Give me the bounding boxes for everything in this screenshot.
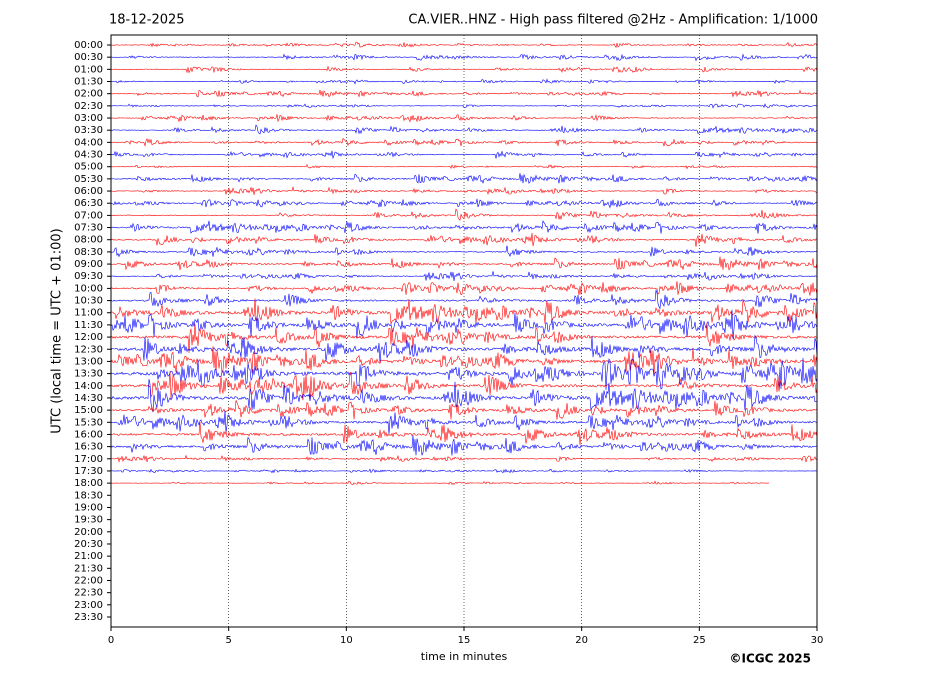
- y-tick-label: 11:00: [74, 308, 103, 319]
- y-tick-label: 08:00: [74, 235, 103, 246]
- y-tick-label: 19:00: [74, 502, 103, 513]
- y-tick-label: 12:30: [74, 344, 103, 355]
- trace: [110, 400, 818, 420]
- trace: [110, 435, 818, 456]
- trace: [110, 480, 770, 486]
- trace: [110, 232, 818, 247]
- trace: [110, 322, 818, 353]
- trace: [110, 89, 818, 98]
- y-tick-label: 03:00: [74, 113, 103, 124]
- trace: [110, 357, 818, 391]
- y-tick-label: 15:00: [74, 405, 103, 416]
- y-tick-label: 13:00: [74, 356, 103, 367]
- y-tick-label: 11:30: [74, 320, 103, 331]
- plot-frame: [110, 34, 818, 628]
- trace: [110, 410, 818, 435]
- trace: [110, 371, 818, 401]
- y-axis-label: UTC (local time = UTC + 01:00): [50, 228, 65, 433]
- y-tick-label: 22:30: [74, 588, 103, 599]
- x-tick-label: 10: [340, 635, 353, 646]
- y-tick-label: 08:30: [74, 247, 103, 258]
- trace: [110, 53, 818, 62]
- trace: [110, 208, 818, 221]
- y-tick-label: 06:30: [74, 198, 103, 209]
- y-tick-label: 19:30: [74, 515, 103, 526]
- trace: [110, 150, 818, 160]
- y-tick-label: 03:30: [74, 125, 103, 136]
- y-tick-label: 04:00: [74, 137, 103, 148]
- trace: [110, 41, 818, 49]
- y-tick-label: 17:00: [74, 454, 103, 465]
- trace: [110, 334, 818, 363]
- trace: [110, 281, 818, 296]
- x-tick-label: 0: [108, 635, 114, 646]
- x-tick-label: 25: [693, 635, 706, 646]
- y-tick-label: 14:00: [74, 381, 103, 392]
- y-tick-label: 16:00: [74, 429, 103, 440]
- y-tick-label: 01:30: [74, 77, 103, 88]
- trace: [110, 309, 818, 340]
- x-tick-label: 20: [575, 635, 588, 646]
- trace: [110, 271, 818, 282]
- trace: [110, 454, 818, 463]
- trace: [110, 186, 818, 196]
- x-tick-label: 5: [225, 635, 231, 646]
- trace: [110, 256, 818, 271]
- trace: [110, 298, 818, 324]
- y-tick-label: 22:00: [74, 575, 103, 586]
- trace: [110, 114, 818, 123]
- y-tick-label: 06:00: [74, 186, 103, 197]
- y-tick-label: 09:00: [74, 259, 103, 270]
- y-tick-label: 12:00: [74, 332, 103, 343]
- x-tick-label: 15: [458, 635, 471, 646]
- y-tick-label: 13:30: [74, 369, 103, 380]
- trace: [110, 163, 818, 170]
- trace: [110, 198, 818, 209]
- y-tick-label: 16:30: [74, 442, 103, 453]
- y-tick-label: 20:00: [74, 527, 103, 538]
- y-tick-label: 10:30: [74, 296, 103, 307]
- trace: [110, 65, 818, 74]
- trace: [110, 137, 818, 147]
- trace: [110, 378, 818, 413]
- y-tick-label: 14:30: [74, 393, 103, 404]
- chart-title: CA.VIER..HNZ - High pass filtered @2Hz -…: [408, 13, 818, 28]
- y-tick-label: 05:00: [74, 162, 103, 173]
- trace: [110, 422, 818, 446]
- trace: [110, 245, 818, 258]
- trace: [110, 289, 818, 310]
- x-axis-label: time in minutes: [421, 650, 508, 663]
- y-tick-label: 04:30: [74, 150, 103, 161]
- trace: [110, 346, 818, 375]
- trace: [110, 124, 818, 135]
- y-tick-label: 17:30: [74, 466, 103, 477]
- y-tick-label: 07:30: [74, 223, 103, 234]
- y-tick-label: 18:30: [74, 490, 103, 501]
- trace: [110, 103, 818, 109]
- y-tick-label: 00:00: [74, 40, 103, 51]
- y-tick-label: 01:00: [74, 64, 103, 75]
- y-tick-label: 10:00: [74, 283, 103, 294]
- y-tick-label: 21:00: [74, 551, 103, 562]
- y-tick-label: 23:30: [74, 612, 103, 623]
- y-tick-label: 21:30: [74, 563, 103, 574]
- trace: [110, 468, 818, 474]
- trace: [110, 78, 818, 85]
- date: 18-12-2025: [109, 13, 185, 28]
- credit: ©ICGC 2025: [729, 652, 811, 666]
- y-tick-label: 15:30: [74, 417, 103, 428]
- y-tick-label: 18:00: [74, 478, 103, 489]
- x-tick-label: 30: [811, 635, 824, 646]
- y-tick-label: 02:30: [74, 101, 103, 112]
- y-tick-label: 07:00: [74, 210, 103, 221]
- y-tick-label: 20:30: [74, 539, 103, 550]
- y-tick-label: 09:30: [74, 271, 103, 282]
- y-tick-label: 23:00: [74, 600, 103, 611]
- y-tick-label: 02:00: [74, 89, 103, 100]
- y-tick-label: 05:30: [74, 174, 103, 185]
- trace: [110, 173, 818, 184]
- y-tick-label: 00:30: [74, 52, 103, 63]
- trace: [110, 220, 818, 234]
